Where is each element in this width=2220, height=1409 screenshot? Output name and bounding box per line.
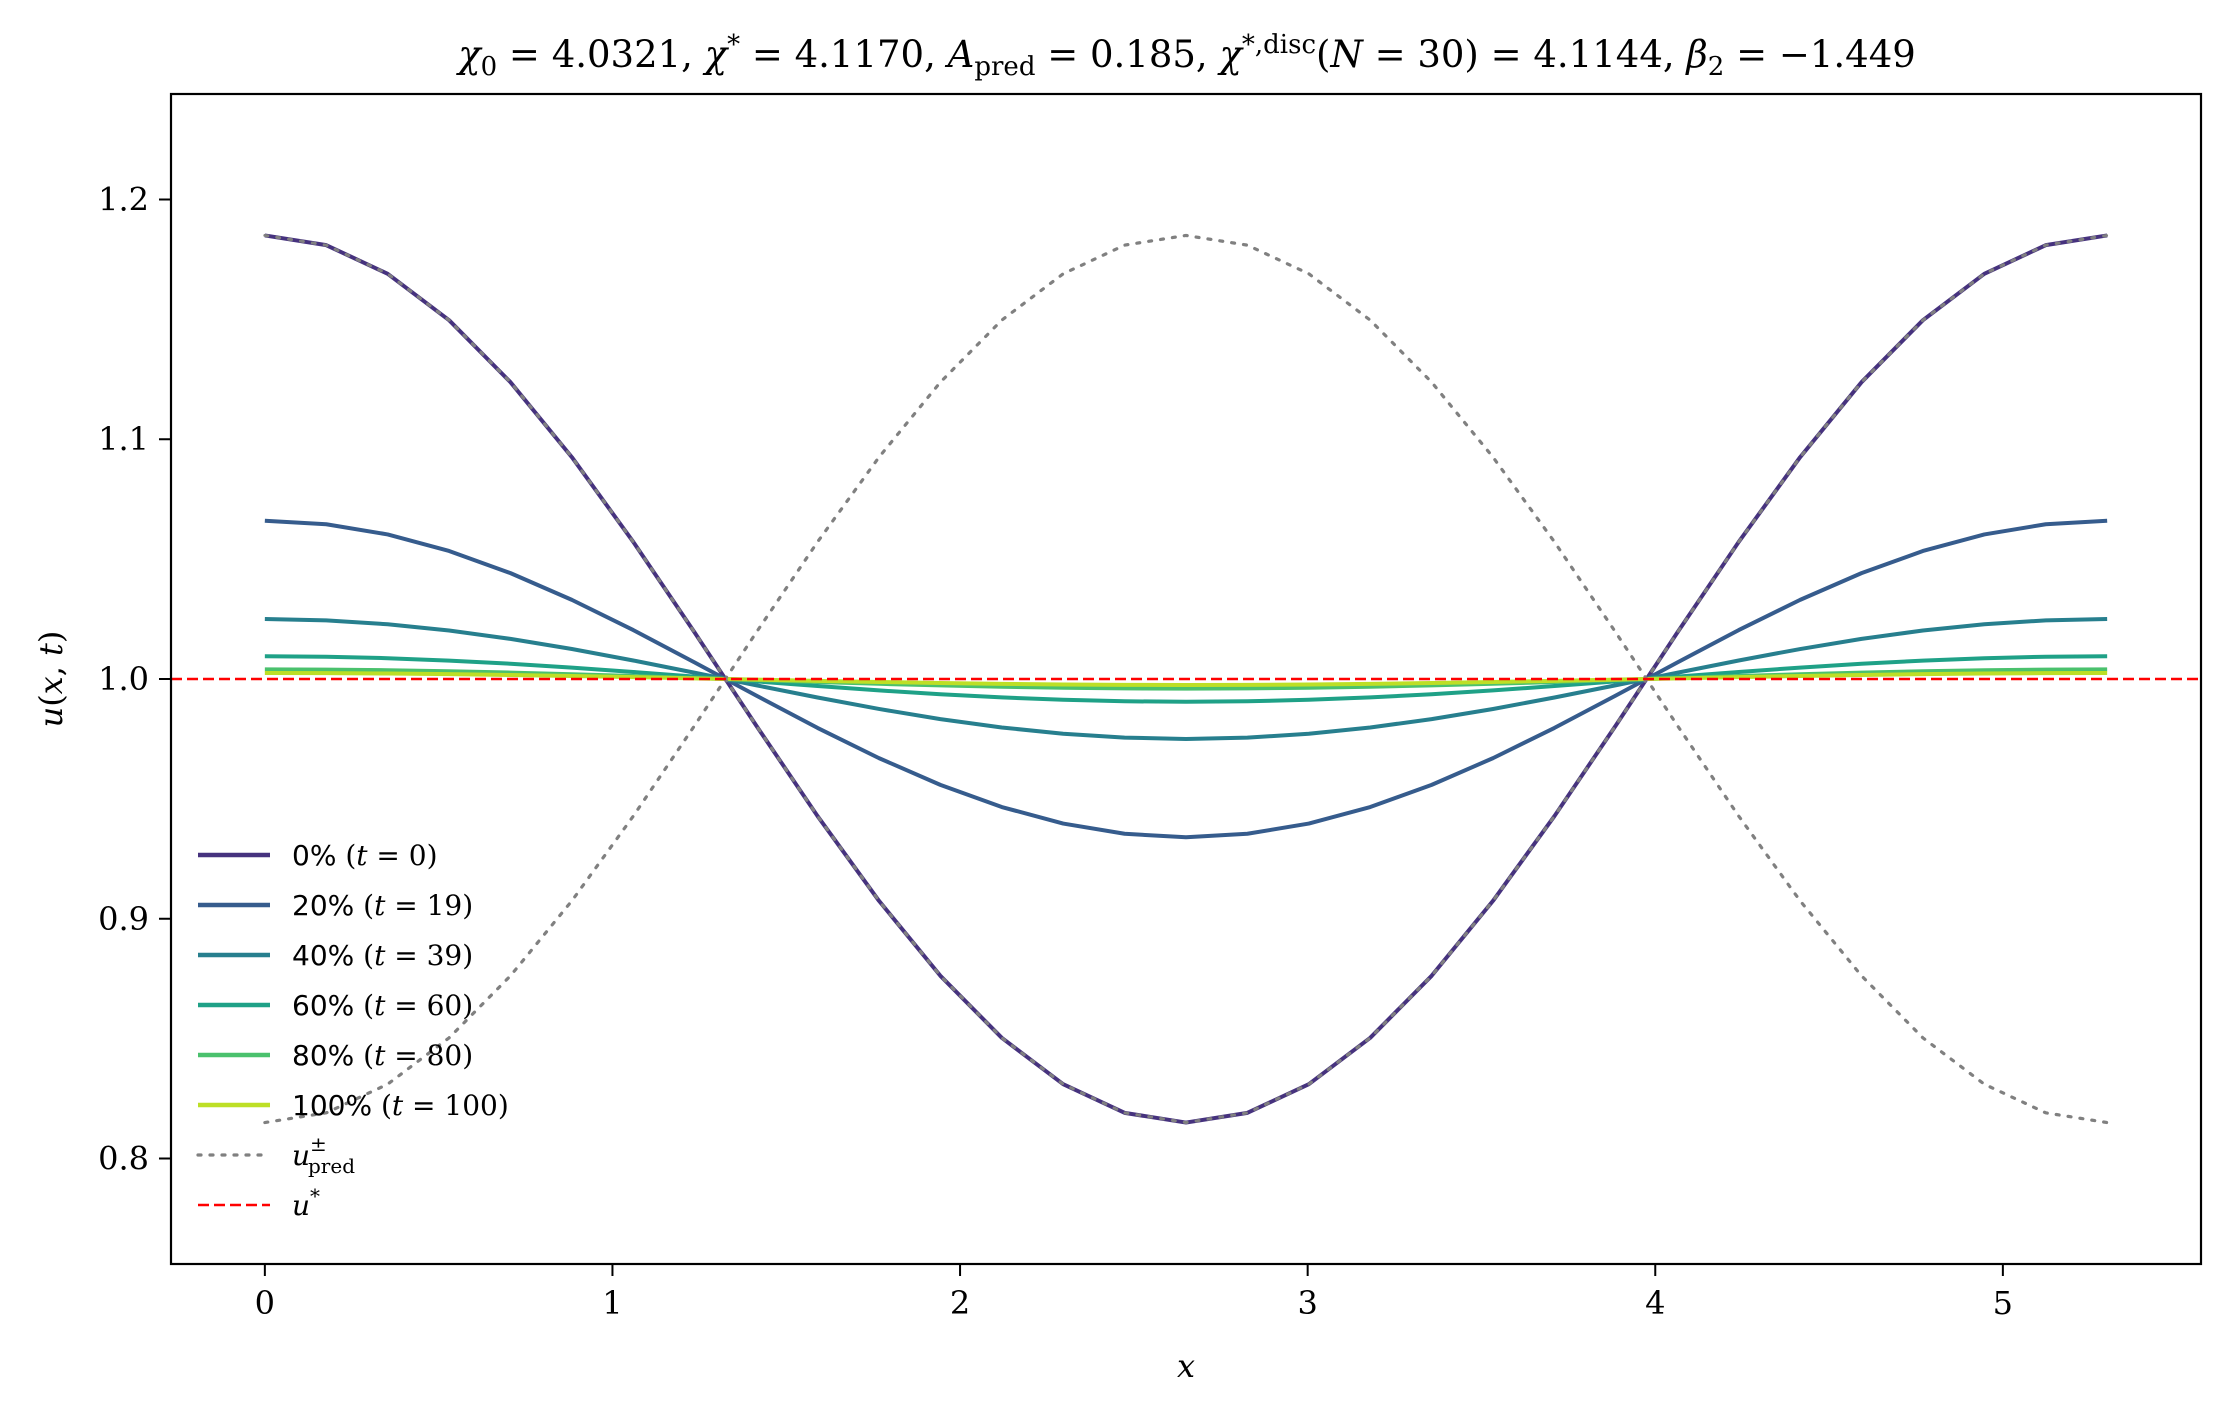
series-line-2 [264,617,2108,741]
chart-title: χ0 = 4.0321, χ* = 4.1170, Apred = 0.185,… [455,30,1916,82]
x-ticks: 0 1 2 3 4 5 [255,1264,2013,1322]
plot-area [169,92,2203,1266]
y-tick-label: 0.8 [98,1140,149,1178]
y-tick-label: 0.9 [98,900,149,938]
x-tick-label: 4 [1645,1284,1665,1322]
legend-label-6: u± pred [292,1132,355,1178]
x-tick-label: 3 [1297,1284,1317,1322]
series-line-6 [263,233,2109,1125]
x-tick-label: 0 [255,1284,275,1322]
legend-label-5: 100% (t = 100) [292,1089,509,1122]
y-tick-label: 1.2 [98,180,149,218]
series-line-1 [264,518,2108,840]
legend: 0% (t = 0) 20% (t = 19) 40% (t = 39) 60% (t… [196,839,509,1222]
x-axis-label: x [1177,1347,1195,1385]
legend-label-7: u* [292,1184,320,1222]
y-tick-label: 1.1 [98,420,149,458]
x-tick-label: 2 [950,1284,970,1322]
legend-label-2: 40% (t = 39) [292,939,473,972]
y-axis-label: u(x, t) [32,631,70,728]
legend-label-0: 0% (t = 0) [292,839,438,872]
series-line-3 [264,654,2108,704]
prediction-mirror-overlay [263,233,2109,1125]
x-tick-label: 1 [602,1284,622,1322]
legend-label-4: 80% (t = 80) [292,1039,473,1072]
x-tick-label: 5 [1993,1284,2013,1322]
legend-label-3: 60% (t = 60) [292,989,473,1022]
series-line-5 [264,671,2108,687]
y-ticks: 0.8 0.9 1.0 1.1 1.2 [98,180,171,1178]
y-tick-label: 1.0 [98,660,149,698]
curves-group [171,233,2201,1125]
legend-label-1: 20% (t = 19) [292,889,473,922]
